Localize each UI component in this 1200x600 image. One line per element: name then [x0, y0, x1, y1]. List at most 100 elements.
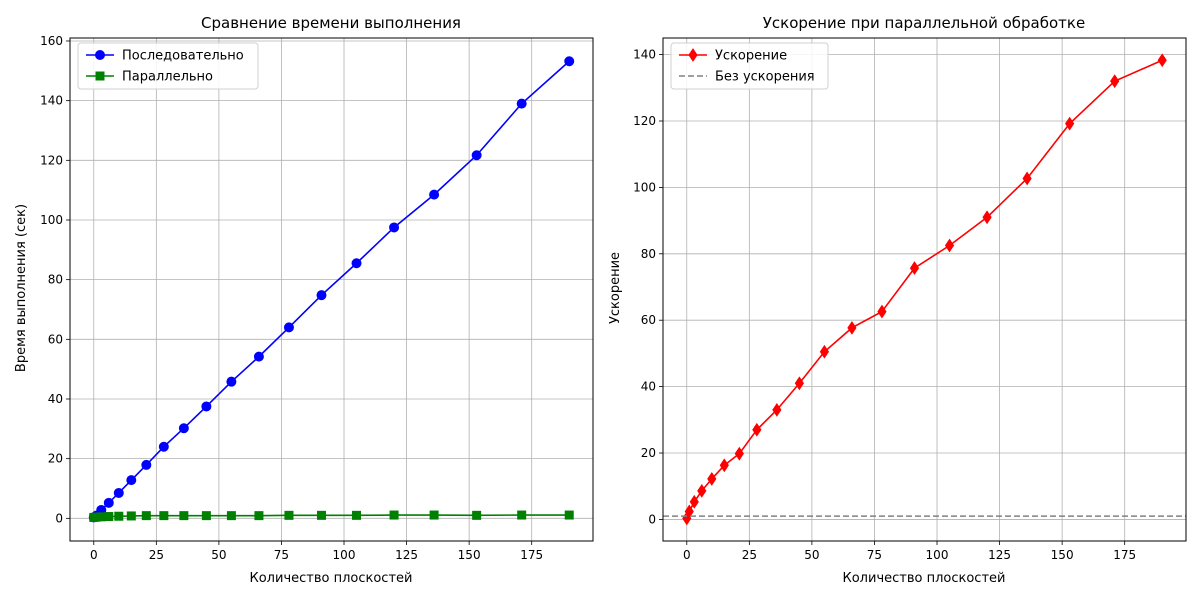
data-point [847, 320, 857, 335]
chart-title: Сравнение времени выполнения [201, 14, 461, 32]
y-tick-label: 20 [641, 446, 656, 460]
x-ticks: 0 25 50 75 100 125 150 175 [683, 541, 1136, 562]
y-tick-label: 0 [55, 511, 63, 525]
data-point [564, 510, 574, 520]
data-point [103, 497, 114, 508]
y-ticks: 0 20 40 60 80 100 120 140 [633, 48, 663, 526]
series-line [686, 59, 1163, 519]
data-point [114, 511, 124, 521]
data-point [471, 150, 482, 161]
data-point [141, 511, 151, 521]
grid [70, 38, 593, 541]
data-point [159, 511, 169, 521]
y-axis-label: Время выполнения (сек) [14, 204, 29, 372]
data-point [254, 511, 264, 521]
data-point [352, 510, 362, 520]
data-point [819, 344, 830, 359]
data-point [96, 512, 106, 522]
data-point [684, 504, 694, 519]
x-tick-label: 175 [1113, 548, 1136, 562]
y-axis-label: Ускорение [608, 252, 623, 324]
data-point [283, 322, 294, 333]
y-tick-label: 100 [40, 213, 63, 227]
legend-label: Последовательно [122, 49, 244, 64]
y-tick-label: 0 [648, 512, 656, 526]
y-tick-label: 160 [40, 34, 63, 48]
x-axis-label: Количество плоскостей [843, 571, 1006, 586]
y-tick-label: 20 [48, 452, 63, 466]
data-point [429, 189, 440, 200]
data-point [226, 376, 237, 387]
data-point [429, 510, 439, 520]
x-tick-label: 0 [90, 548, 98, 562]
y-tick-label: 80 [641, 247, 656, 261]
data-point [201, 401, 212, 412]
legend-marker [95, 71, 105, 81]
data-point [1157, 53, 1167, 68]
data-point [179, 511, 189, 521]
x-tick-label: 25 [742, 548, 757, 562]
data-point [794, 376, 804, 391]
data-point [113, 487, 124, 498]
data-point [689, 494, 699, 509]
series-1 [89, 510, 574, 522]
data-point [126, 511, 136, 521]
data-point [719, 458, 729, 473]
data-point [253, 351, 264, 362]
x-tick-label: 0 [683, 548, 691, 562]
y-tick-label: 120 [40, 153, 63, 167]
x-axis-label: Количество плоскостей [250, 571, 413, 586]
y-ticks: 0 20 40 60 80 100 120 140 160 [40, 34, 70, 525]
data-point [472, 510, 482, 520]
data-point [284, 510, 294, 520]
data-point [734, 446, 744, 461]
data-point [389, 510, 399, 520]
legend-item: Параллельно [86, 70, 213, 85]
data-point [517, 510, 527, 520]
data-point [772, 402, 782, 417]
y-tick-label: 60 [641, 313, 656, 327]
series-layer [88, 56, 575, 523]
data-point [201, 511, 211, 521]
data-point [707, 472, 717, 486]
x-tick-label: 150 [1051, 548, 1074, 562]
legend-marker [95, 50, 105, 60]
legend-marker [688, 48, 698, 62]
x-tick-label: 75 [867, 548, 882, 562]
plot-frame [69, 37, 594, 542]
data-point [389, 222, 400, 233]
data-point [909, 261, 920, 275]
x-tick-label: 25 [149, 548, 164, 562]
data-point [1110, 74, 1120, 89]
y-tick-label: 140 [40, 94, 63, 108]
data-point [1022, 171, 1032, 186]
data-point [316, 290, 327, 301]
grid [663, 38, 1186, 541]
data-point [316, 510, 326, 520]
data-point [141, 459, 152, 470]
legend-item: Ускорение [679, 48, 787, 64]
x-tick-label: 125 [395, 548, 418, 562]
chart-execution-time: Сравнение времени выполнения 0 25 50 75 100 1… [14, 14, 594, 586]
data-point [944, 238, 955, 253]
data-point [564, 56, 575, 67]
chart-title: Ускорение при параллельной обработке [763, 14, 1085, 32]
data-point [126, 475, 137, 486]
y-tick-label: 80 [48, 273, 63, 287]
y-tick-label: 40 [48, 392, 63, 406]
x-tick-label: 100 [926, 548, 949, 562]
y-tick-label: 120 [633, 114, 656, 128]
legend-box [77, 42, 259, 90]
data-point [877, 304, 887, 319]
data-point [351, 258, 362, 269]
data-point [178, 423, 189, 434]
legend-label: Ускорение [715, 49, 787, 64]
y-tick-label: 60 [48, 332, 63, 346]
data-point [752, 422, 762, 437]
legend-box [670, 42, 829, 90]
data-point [226, 511, 236, 521]
legend-item: Последовательно [86, 49, 244, 64]
series-0 [682, 53, 1167, 526]
x-tick-label: 125 [988, 548, 1011, 562]
